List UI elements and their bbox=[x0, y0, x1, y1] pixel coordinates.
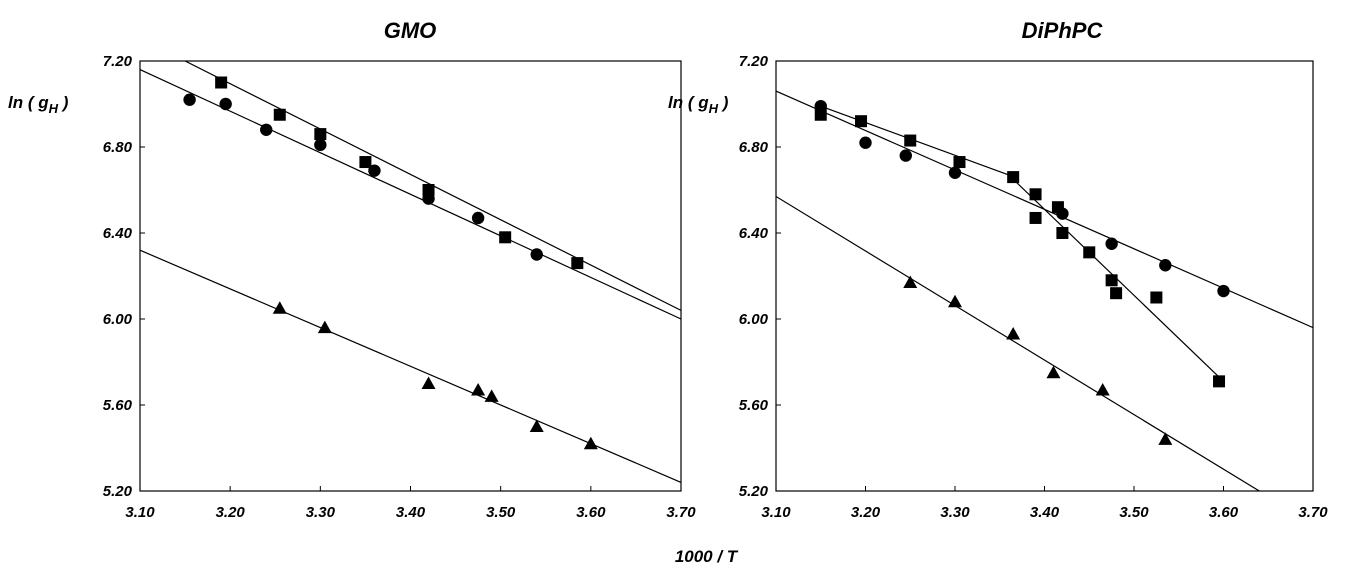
square-marker bbox=[422, 184, 435, 196]
triangle-marker bbox=[583, 436, 598, 450]
x-tick-label: 3.70 bbox=[666, 504, 696, 521]
triangle-marker bbox=[1095, 382, 1110, 396]
x-tick-label: 3.40 bbox=[1030, 504, 1060, 521]
circle-marker bbox=[1105, 237, 1118, 250]
x-axis-label: 1000 / T bbox=[675, 547, 739, 566]
y-tick-label: 6.80 bbox=[103, 139, 133, 156]
square-marker bbox=[953, 156, 966, 169]
plot-frame bbox=[139, 60, 682, 492]
y-tick-label: 5.60 bbox=[739, 397, 769, 414]
square-marker bbox=[1056, 227, 1069, 239]
circle-marker bbox=[219, 97, 232, 111]
circle-marker bbox=[471, 211, 485, 225]
y-tick-label: 5.20 bbox=[103, 483, 133, 500]
x-tick-label: 3.60 bbox=[1209, 504, 1239, 521]
y-tick-label: 6.00 bbox=[739, 311, 769, 328]
x-tick-label: 3.50 bbox=[1119, 504, 1149, 521]
triangle-marker bbox=[1158, 432, 1173, 445]
triangle-marker bbox=[948, 294, 962, 308]
triangle-marker bbox=[272, 301, 287, 314]
circle-marker bbox=[899, 149, 912, 162]
series-triangle bbox=[776, 195, 1260, 491]
y-tick-label: 7.20 bbox=[739, 53, 769, 70]
triangle-marker bbox=[317, 320, 332, 334]
fit-line bbox=[140, 249, 681, 483]
axes-gmo: 3.10 3.20 3.30 3.40 3.50 3.60 3.70 5.20 5.60 6.00… bbox=[103, 53, 696, 521]
y-tick-label: 5.60 bbox=[103, 397, 133, 414]
x-tick-label: 3.20 bbox=[216, 504, 246, 521]
x-tick-label: 3.60 bbox=[576, 504, 606, 521]
triangle-marker bbox=[1046, 365, 1061, 379]
y-tick-label: 6.40 bbox=[739, 225, 769, 242]
x-tick-label: 3.30 bbox=[306, 504, 336, 521]
square-marker bbox=[359, 156, 372, 169]
square-marker bbox=[904, 134, 917, 147]
triangle-marker bbox=[484, 389, 499, 402]
series-triangle bbox=[140, 249, 681, 483]
square-marker bbox=[215, 76, 228, 89]
panel-gmo: GMO ln ( gH ) 3.10 3.20 3.30 3.40 3.50 3.60 3.… bbox=[8, 18, 696, 521]
triangle-marker bbox=[903, 275, 918, 288]
triangle-marker bbox=[529, 419, 544, 432]
square-marker bbox=[273, 108, 286, 121]
y-axis-label-diphpc: ln ( gH ) bbox=[668, 93, 729, 116]
series-circle bbox=[776, 90, 1313, 329]
square-marker bbox=[314, 128, 327, 141]
y-tick-label: 6.00 bbox=[103, 311, 133, 328]
y-tick-label: 7.20 bbox=[103, 53, 133, 70]
circle-marker bbox=[260, 123, 273, 136]
circle-marker bbox=[368, 164, 381, 177]
square-marker bbox=[571, 257, 584, 270]
square-marker bbox=[1083, 246, 1096, 259]
circle-marker bbox=[530, 248, 543, 261]
x-tick-label: 3.20 bbox=[851, 504, 881, 521]
y-axis-label-gmo: ln ( gH ) bbox=[8, 93, 69, 116]
panel-diphpc: DiPhPC ln ( gH ) 3.10 3.20 3.30 3.40 3.50 3.6… bbox=[668, 18, 1328, 521]
square-marker bbox=[1029, 188, 1042, 201]
series-circle bbox=[140, 69, 681, 320]
square-marker bbox=[1105, 274, 1118, 287]
y-tick-label: 6.80 bbox=[739, 139, 769, 156]
circle-marker bbox=[314, 138, 327, 152]
x-tick-label: 3.50 bbox=[486, 504, 516, 521]
circle-marker bbox=[948, 166, 962, 179]
x-tick-label: 3.40 bbox=[396, 504, 426, 521]
panel-title-diphpc: DiPhPC bbox=[1022, 18, 1104, 43]
triangle-marker bbox=[1006, 327, 1021, 340]
series-square bbox=[814, 105, 1226, 388]
circle-marker bbox=[422, 192, 435, 205]
circle-marker bbox=[1159, 259, 1172, 272]
circle-marker bbox=[1217, 284, 1230, 298]
circle-marker bbox=[183, 93, 196, 106]
series-square bbox=[184, 61, 681, 311]
square-marker bbox=[1051, 201, 1064, 214]
y-tick-label: 5.20 bbox=[739, 483, 769, 500]
x-tick-label: 3.10 bbox=[125, 504, 155, 521]
x-tick-label: 3.70 bbox=[1298, 504, 1328, 521]
triangle-marker bbox=[471, 382, 486, 396]
square-marker bbox=[855, 115, 868, 128]
square-marker bbox=[1213, 375, 1226, 388]
square-marker bbox=[1029, 211, 1042, 224]
x-tick-label: 3.30 bbox=[940, 504, 970, 521]
x-tick-label: 3.10 bbox=[761, 504, 791, 521]
fit-line bbox=[140, 69, 681, 320]
square-marker bbox=[1007, 171, 1020, 184]
circle-marker bbox=[859, 136, 872, 149]
axes-diphpc: 3.10 3.20 3.30 3.40 3.50 3.60 3.70 5.20 5.60 6.00… bbox=[739, 53, 1328, 521]
panel-title-gmo: GMO bbox=[384, 18, 437, 43]
square-marker bbox=[1110, 287, 1123, 300]
fit-line bbox=[776, 195, 1260, 491]
triangle-marker bbox=[421, 376, 436, 389]
y-tick-label: 6.40 bbox=[103, 225, 133, 242]
square-marker bbox=[814, 108, 827, 121]
square-marker bbox=[1150, 291, 1163, 304]
